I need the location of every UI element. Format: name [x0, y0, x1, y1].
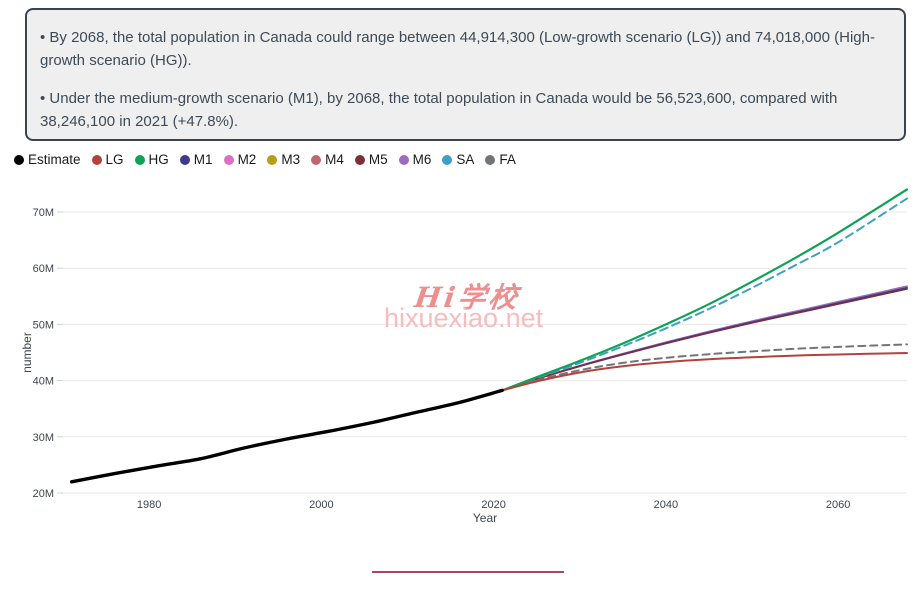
legend-label: M4	[325, 152, 344, 167]
legend-label: Estimate	[28, 152, 81, 167]
x-tick-label: 2060	[826, 499, 850, 511]
summary-bullet-2: • Under the medium-growth scenario (M1),…	[40, 89, 838, 130]
x-tick-label: 2040	[654, 499, 678, 511]
footer-rule	[372, 571, 564, 573]
summary-bullet-1: • By 2068, the total population in Canad…	[40, 29, 875, 70]
legend-item-sa[interactable]: SA	[442, 152, 474, 167]
legend-label: M2	[237, 152, 257, 167]
legend-item-hg[interactable]: HG	[134, 152, 169, 167]
legend-label: M1	[193, 152, 213, 167]
legend-item-m5[interactable]: M5	[354, 152, 388, 167]
legend-label: M3	[281, 152, 301, 167]
y-tick-label: 50M	[33, 319, 54, 331]
legend-dot-m5	[354, 154, 365, 165]
x-tick-label: 2020	[481, 499, 505, 511]
series-line-sa	[501, 197, 908, 392]
legend-label: M6	[412, 152, 432, 167]
series-line-estimate	[69, 388, 504, 484]
legend-item-lg[interactable]: LG	[91, 152, 124, 167]
legend-item-m4[interactable]: M4	[311, 152, 344, 167]
y-tick-label: 70M	[33, 207, 54, 219]
series-line-hg	[501, 188, 909, 392]
legend-item-m6[interactable]: M6	[398, 152, 432, 167]
legend-item-estimate[interactable]: Estimate	[14, 152, 81, 167]
legend-label: LG	[105, 152, 124, 167]
series-line-lg	[501, 352, 908, 392]
legend-item-m2[interactable]: M2	[223, 152, 257, 167]
legend-dot-m1	[179, 154, 190, 165]
y-tick-label: 20M	[33, 488, 54, 500]
legend-label: FA	[499, 152, 516, 167]
series-line-fa	[501, 343, 908, 392]
legend-dot-m2	[223, 154, 234, 165]
legend-dot-m4	[311, 154, 322, 165]
y-tick-label: 40M	[33, 376, 54, 388]
x-tick-label: 1980	[137, 499, 161, 511]
y-tick-label: 30M	[33, 432, 54, 444]
legend-label: HG	[148, 152, 169, 167]
legend-dot-hg	[134, 154, 145, 165]
legend-item-fa[interactable]: FA	[485, 152, 516, 167]
legend-dot-fa	[485, 154, 496, 165]
legend-dot-m3	[267, 154, 278, 165]
legend-dot-sa	[442, 154, 453, 165]
legend-label: M5	[368, 152, 388, 167]
legend-item-m3[interactable]: M3	[267, 152, 300, 167]
x-axis-title: Year	[473, 511, 497, 525]
x-tick-label: 2000	[309, 499, 333, 511]
y-tick-label: 60M	[33, 263, 54, 275]
summary-box: • By 2068, the total population in Canad…	[25, 8, 906, 141]
legend-dot-m6	[398, 154, 409, 165]
y-axis-title: number	[20, 332, 34, 373]
legend-dot-estimate	[14, 154, 24, 165]
series-line-m5	[501, 288, 908, 392]
legend-label: SA	[456, 152, 475, 167]
chart-legend: Estimate LG HG M1 M2 M3 M4 M5 M6 SA FA	[14, 152, 516, 167]
legend-dot-lg	[91, 154, 102, 165]
legend-item-m1[interactable]: M1	[179, 152, 213, 167]
